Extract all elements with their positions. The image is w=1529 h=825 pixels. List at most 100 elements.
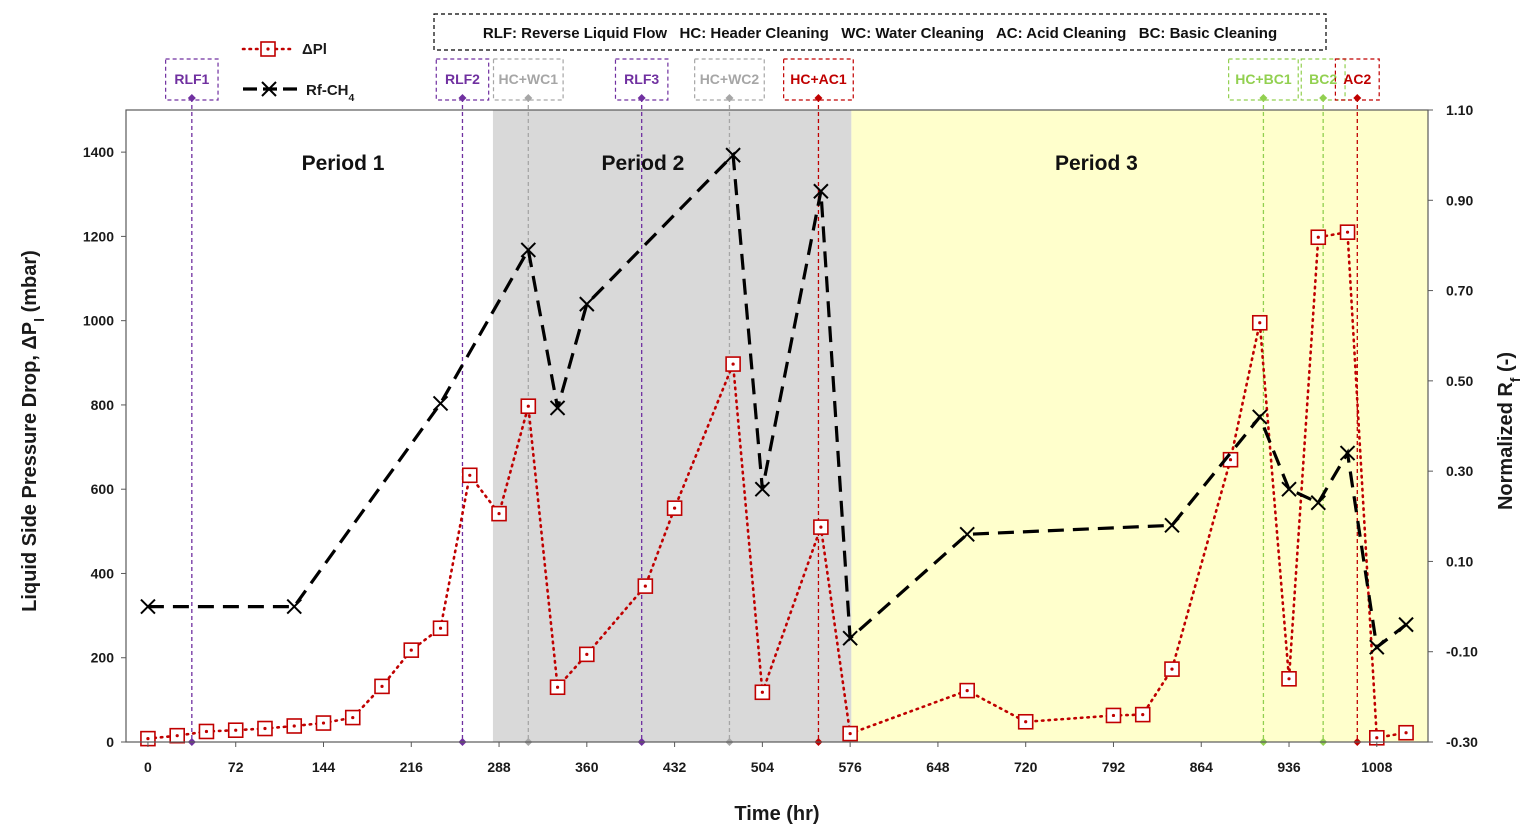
point-dot	[672, 506, 677, 510]
point-x	[1281, 481, 1297, 497]
point-dot	[643, 584, 647, 588]
point-dot	[263, 726, 267, 731]
data-point	[491, 505, 507, 522]
point-dot	[409, 648, 413, 652]
data-point	[227, 722, 244, 739]
point-x	[1369, 639, 1385, 655]
data-point	[549, 400, 566, 416]
y-axis-title: Liquid Side Pressure Drop, ΔPl (mbar)	[19, 250, 47, 612]
event-label: BC2	[1309, 71, 1337, 87]
point-dot	[1316, 235, 1320, 239]
series-rf-ch4	[140, 147, 1414, 655]
point-dot	[497, 512, 501, 516]
period-label-3: Period 3	[1055, 152, 1138, 175]
y2-tick-label: 1.10	[1446, 102, 1473, 118]
point-dot	[204, 729, 209, 734]
x-tick-label: 648	[926, 759, 950, 775]
data-point	[1252, 409, 1268, 425]
point-x	[1398, 616, 1414, 633]
data-point	[637, 578, 654, 594]
point-dot	[1170, 667, 1174, 671]
point-dot	[1141, 713, 1145, 717]
point-dot	[380, 684, 384, 688]
point-dot	[175, 734, 179, 738]
data-point	[286, 598, 302, 615]
event-label: AC2	[1343, 71, 1371, 87]
data-point	[520, 398, 537, 414]
data-point	[1339, 224, 1356, 240]
legend-item-rf-ch4: Rf-CH4	[243, 81, 355, 104]
event-box	[165, 58, 219, 101]
x-tick-label: 936	[1277, 759, 1301, 775]
y2-tick-label: 0.70	[1446, 283, 1473, 299]
point-dot	[585, 652, 589, 656]
point-dot	[234, 728, 238, 732]
y-tick-label: 1000	[83, 313, 114, 329]
x-tick-label: 72	[228, 759, 244, 775]
legend-label: ΔPl	[302, 41, 327, 58]
point-x	[549, 400, 566, 416]
x-axis-title: Time (hr)	[734, 803, 819, 825]
point-x	[140, 598, 156, 615]
point-dot	[438, 626, 443, 630]
data-point	[579, 296, 595, 312]
event-rlf3: RLF3	[614, 58, 669, 746]
event-rlf2: RLF2	[435, 58, 490, 746]
x-tick-label: 792	[1102, 759, 1126, 775]
period-bands	[126, 110, 1428, 742]
data-point	[842, 725, 858, 742]
period-band-2	[492, 110, 852, 742]
event-diamond-top	[524, 94, 533, 102]
x-tick-label: 864	[1190, 759, 1214, 775]
event-ac2: AC2	[1334, 58, 1380, 746]
y2-axis-title: Normalized Rf (-)	[1495, 352, 1523, 510]
data-point	[549, 679, 566, 696]
data-point	[1017, 713, 1034, 730]
y-tick-label: 1400	[83, 144, 114, 160]
event-diamond-top	[1259, 94, 1268, 102]
event-bc2: BC2	[1300, 58, 1346, 746]
data-point	[754, 481, 771, 497]
point-dot	[819, 525, 823, 529]
point-dot	[848, 731, 852, 736]
data-point	[1398, 616, 1414, 633]
event-diamond-top	[814, 94, 823, 102]
point-dot	[1228, 458, 1233, 462]
point-dot	[1345, 230, 1350, 234]
event-diamond-top	[725, 94, 734, 102]
axes: 0 72 144 216 288 360 432 504 576 648 720 792 864 936 1…	[83, 102, 1478, 775]
y-tick-label: 800	[91, 397, 115, 413]
data-point	[403, 642, 420, 658]
data-point	[1281, 481, 1297, 497]
y-tick-label: 0	[106, 734, 114, 750]
abbreviations-box	[433, 13, 1327, 51]
point-x	[725, 147, 741, 163]
legend: RLF: Reverse Liquid Flow HC: Header Clea…	[241, 13, 1327, 104]
y2-tick-label: 0.10	[1446, 553, 1473, 569]
data-point	[959, 526, 975, 543]
data-point	[520, 242, 537, 258]
point-x	[813, 183, 829, 199]
period-label-2: Period 2	[601, 152, 684, 175]
event-diamond-top	[458, 94, 467, 102]
point-x	[286, 598, 302, 615]
point-dot	[1404, 731, 1408, 735]
point-dot	[468, 473, 472, 477]
event-label: HC+AC1	[790, 71, 847, 87]
point-x	[842, 630, 858, 646]
point-x	[959, 526, 975, 543]
event-label: HC+WC1	[499, 71, 559, 87]
data-point	[1164, 661, 1180, 677]
x-tick-label: 1008	[1361, 759, 1392, 775]
data-point	[725, 147, 741, 163]
data-point	[813, 183, 829, 199]
event-hc-wc2: HC+WC2	[694, 58, 765, 746]
event-diamond-top	[187, 94, 196, 102]
data-point	[579, 646, 595, 663]
data-point	[1310, 495, 1326, 511]
y2-tick-label: 0.30	[1446, 463, 1473, 479]
legend-label: Rf-CH4	[306, 82, 355, 104]
legend-swatch-marker	[261, 81, 277, 97]
x-tick-label: 288	[487, 759, 511, 775]
event-label: RLF3	[624, 71, 659, 87]
